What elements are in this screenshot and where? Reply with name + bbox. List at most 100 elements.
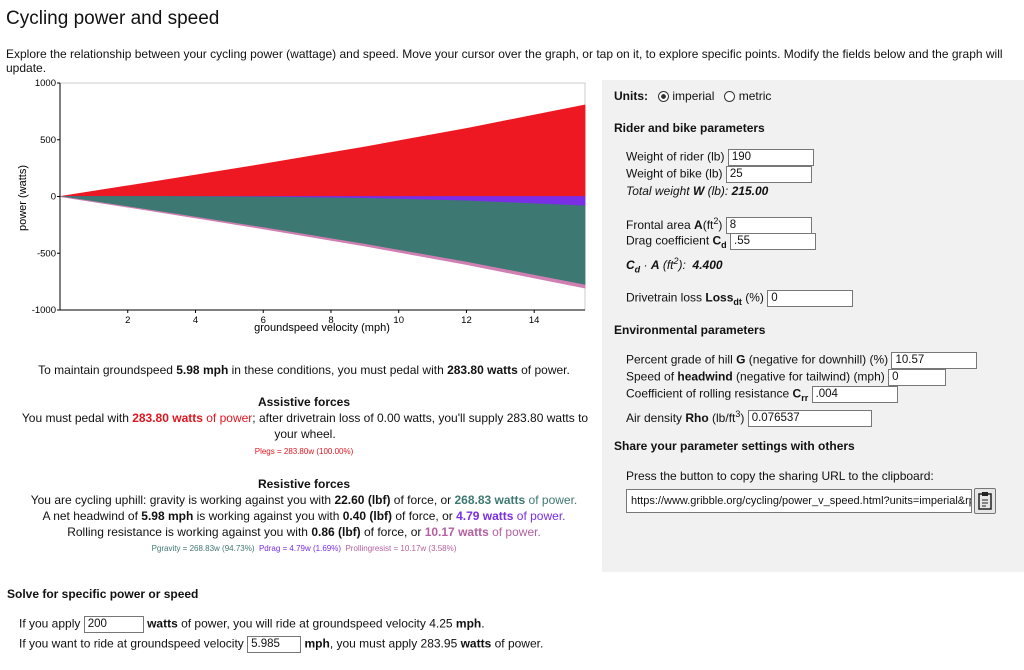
text: A net headwind of: [42, 509, 142, 523]
x-tick-label: 8: [328, 315, 333, 326]
sup: 3: [735, 409, 741, 419]
symbol: Rho: [685, 411, 709, 425]
input[interactable]: 10.57: [891, 352, 978, 369]
field: Drag coefficient Cd .55: [626, 233, 817, 250]
value: 4.400: [692, 258, 723, 272]
speed: 5.98 mph: [176, 363, 229, 377]
input[interactable]: .004: [811, 386, 898, 403]
text: of power.: [525, 493, 578, 507]
clipboard-icon: [978, 492, 992, 510]
share-text: Press the button to copy the sharing URL…: [626, 469, 934, 483]
text: Total weight: [626, 184, 693, 198]
input[interactable]: 8: [725, 217, 812, 235]
label: Air density: [626, 411, 686, 425]
legend-gravity: Pgravity = 268.83w (94.73%): [151, 544, 255, 553]
power: 4.79 watts: [456, 509, 514, 523]
label: ): [718, 218, 723, 232]
field: Weight of rider (lb) 190: [626, 149, 814, 166]
unit: mph: [304, 636, 330, 651]
y-axis-label: power (watts): [17, 165, 29, 231]
field: Drivetrain loss Lossdt (%) 0: [626, 290, 854, 308]
text: in these conditions, you must pedal with: [228, 363, 448, 377]
legend-rolling: Prollingresist = 10.17w (3.58%): [345, 544, 457, 553]
label: (lb/ft: [708, 411, 736, 425]
label: Weight of rider (lb): [626, 149, 725, 164]
x-tick-label: 14: [529, 315, 540, 326]
sup: 2: [713, 216, 719, 226]
total-weight: Total weight W (lb): 215.00: [626, 184, 768, 198]
x-tick-label: 6: [261, 315, 266, 326]
parameters-panel: Units: imperial metric Rider and bike pa…: [602, 80, 1024, 572]
assistive-legend: Plegs = 283.80w (100.00%): [254, 447, 354, 456]
input[interactable]: 0: [767, 290, 854, 307]
force: 22.60 (lbf): [334, 493, 391, 507]
field: Frontal area A(ft2) 8: [626, 216, 812, 235]
label: Speed of: [626, 369, 678, 384]
text: If you want to ride at groundspeed veloc…: [19, 636, 248, 651]
speed: 5.98 mph: [141, 509, 194, 523]
input[interactable]: 0: [888, 369, 947, 386]
text: ):: [678, 258, 686, 272]
text: ; after drivetrain loss of 0.00 watts, y…: [252, 411, 589, 441]
text: of power: [202, 411, 253, 425]
units: Units: imperial metric: [614, 89, 771, 103]
label: Drag coefficient: [626, 233, 713, 248]
share-url[interactable]: https://www.gribble.org/cycling/power_v_…: [626, 489, 972, 513]
x-tick-label: 2: [125, 315, 130, 326]
solve-speed: If you want to ride at groundspeed veloc…: [19, 636, 543, 653]
option[interactable]: metric: [738, 89, 772, 103]
option[interactable]: imperial: [672, 89, 715, 103]
copy-button[interactable]: [974, 488, 996, 514]
symbol: C: [712, 233, 722, 248]
units-label: Units:: [614, 89, 648, 103]
symbol: C: [792, 386, 802, 401]
resistive-heading: Resistive forces: [257, 477, 351, 491]
y-tick-label: 500: [40, 135, 56, 146]
unit: watts: [147, 616, 178, 631]
text: of power, you will ride at groundspeed v…: [177, 616, 456, 631]
value: 215.00: [731, 184, 769, 198]
area: [59, 196, 586, 289]
text: .: [481, 616, 485, 631]
assistive-line: You must pedal with 283.80 watts of powe…: [20, 410, 590, 442]
page-title: Cycling power and speed: [6, 8, 220, 29]
symbol: A: [650, 258, 660, 272]
power: 268.83 watts: [454, 493, 526, 507]
unit: mph: [455, 616, 482, 631]
legend-drag: Pdrag = 4.79w (1.69%): [258, 544, 342, 553]
symbol: W: [692, 184, 705, 198]
input[interactable]: 0.076537: [747, 410, 872, 428]
radio-imperial[interactable]: [658, 91, 670, 103]
label: Frontal area: [626, 218, 695, 232]
input[interactable]: 5.985: [247, 636, 302, 653]
text: You must pedal with: [21, 411, 133, 425]
symbol: A: [694, 218, 703, 232]
symbol: C: [626, 258, 635, 272]
section-heading: Rider and bike parameters: [614, 121, 765, 135]
chart: power (watts) groundspeed velocity (mph)…: [17, 78, 586, 334]
input[interactable]: 190: [727, 149, 814, 166]
field: Coefficient of rolling resistance Crr .0…: [626, 386, 898, 403]
input[interactable]: 200: [83, 616, 144, 633]
text: of power.: [491, 636, 544, 651]
section-heading: Share your parameter settings with other…: [614, 439, 855, 453]
sub: rr: [801, 393, 809, 404]
sup: 2: [673, 256, 679, 266]
assistive-heading: Assistive forces: [257, 395, 351, 409]
input[interactable]: 25: [725, 166, 812, 183]
radio-metric[interactable]: [724, 91, 736, 103]
maintain-summary: To maintain groundspeed 5.98 mph in thes…: [0, 362, 608, 378]
text: of power.: [517, 363, 570, 377]
intro: Explore the relationship between your cy…: [6, 47, 1003, 75]
symbol: Loss: [705, 290, 734, 305]
power: 283.80 watts: [132, 411, 203, 425]
sub: dt: [733, 297, 742, 308]
unit: watts: [460, 636, 492, 651]
y-tick-label: 0: [51, 192, 56, 203]
label: (negative for tailwind) (mph): [732, 369, 885, 384]
input[interactable]: .55: [730, 233, 817, 250]
text: If you apply: [19, 616, 84, 631]
label: (negative for downhill) (%): [745, 352, 889, 367]
label: (ft: [702, 218, 714, 232]
text: of force, or: [360, 525, 425, 539]
